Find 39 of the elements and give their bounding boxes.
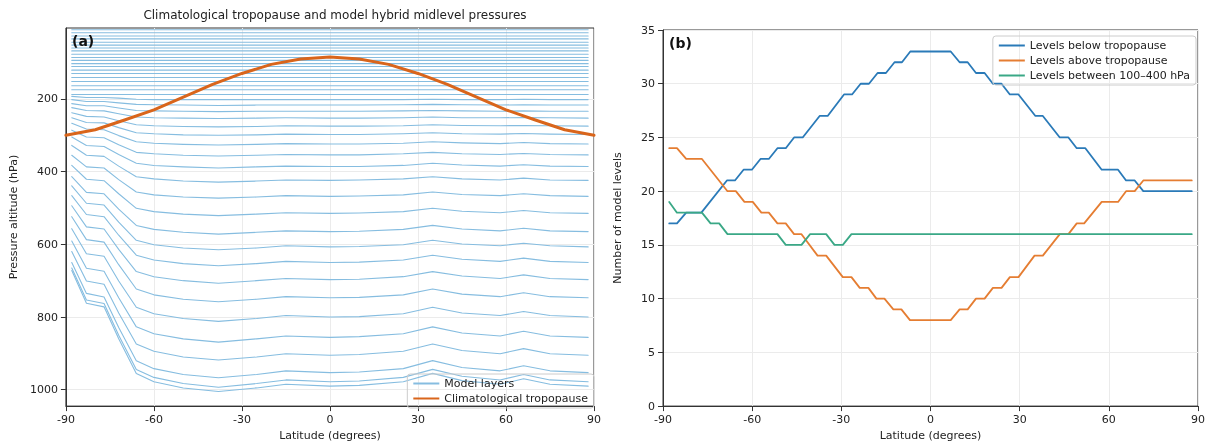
x-tick-label: 90 — [1191, 413, 1205, 427]
y-tick-label: 1000 — [29, 383, 58, 397]
legend-label: Levels between 100–400 hPa — [1029, 69, 1191, 82]
y-tick-label: 5 — [648, 345, 655, 359]
legend-label: Levels above tropopause — [1029, 54, 1168, 67]
annotation: (b) — [669, 35, 692, 51]
y-tick-label: 20 — [641, 184, 655, 198]
x-tick-label: 30 — [1012, 413, 1027, 427]
x-tick-label: -90 — [56, 413, 75, 427]
y-tick-label: 25 — [641, 130, 655, 144]
y-tick-label: 35 — [641, 23, 655, 37]
y-tick-label: 400 — [36, 165, 58, 179]
legend-label: Model layers — [444, 377, 515, 390]
x-tick-label: 30 — [410, 413, 425, 427]
x-tick-label: -30 — [832, 413, 851, 427]
x-tick-label: 90 — [587, 413, 601, 427]
x-tick-label: 0 — [326, 413, 334, 427]
x-tick-label: -60 — [743, 413, 762, 427]
legend-label: Levels below tropopause — [1029, 39, 1167, 52]
x-tick-label: -90 — [654, 413, 672, 427]
annotation: (a) — [72, 33, 95, 49]
y-tick-label: 200 — [36, 92, 58, 106]
x-tick-label: -60 — [144, 413, 163, 427]
y-tick-label: 15 — [641, 238, 655, 252]
y-tick-label: 600 — [36, 237, 58, 251]
y-axis-title: Number of model levels — [611, 152, 624, 284]
x-tick-label: 60 — [498, 413, 513, 427]
legend-label: Climatological tropopause — [444, 392, 589, 405]
y-tick-label: 10 — [641, 292, 655, 306]
chart-title: Climatological tropopause and model hybrid midlevel pressures — [143, 8, 527, 22]
x-tick-label: -30 — [232, 413, 251, 427]
y-tick-label: 800 — [36, 310, 58, 324]
x-axis-title: Latitude (degrees) — [279, 429, 381, 442]
y-tick-label: 30 — [641, 77, 655, 91]
y-axis-title: Pressure altitude (hPa) — [7, 154, 20, 280]
x-axis-title: Latitude (degrees) — [879, 429, 982, 442]
y-tick-label: 0 — [648, 399, 655, 413]
x-tick-label: 60 — [1101, 413, 1116, 427]
x-tick-label: 0 — [927, 413, 934, 427]
